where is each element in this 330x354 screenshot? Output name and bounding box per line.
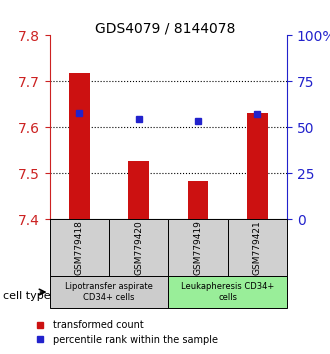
Bar: [247, 113, 268, 219]
Text: Lipotransfer aspirate
CD34+ cells: Lipotransfer aspirate CD34+ cells: [65, 282, 153, 302]
FancyBboxPatch shape: [109, 219, 168, 276]
Legend: transformed count, percentile rank within the sample: transformed count, percentile rank withi…: [31, 316, 221, 349]
Text: Leukapheresis CD34+
cells: Leukapheresis CD34+ cells: [181, 282, 274, 302]
Text: GDS4079 / 8144078: GDS4079 / 8144078: [95, 21, 235, 35]
Text: GSM779419: GSM779419: [193, 220, 203, 275]
Text: GSM779420: GSM779420: [134, 221, 143, 275]
FancyBboxPatch shape: [50, 219, 109, 276]
FancyBboxPatch shape: [168, 219, 228, 276]
FancyBboxPatch shape: [50, 276, 168, 308]
Text: GSM779421: GSM779421: [253, 221, 262, 275]
FancyBboxPatch shape: [228, 219, 287, 276]
Bar: [69, 73, 90, 219]
Bar: [128, 161, 149, 219]
FancyBboxPatch shape: [168, 276, 287, 308]
Text: GSM779418: GSM779418: [75, 220, 84, 275]
Bar: [187, 181, 209, 219]
Text: cell type: cell type: [3, 291, 51, 301]
